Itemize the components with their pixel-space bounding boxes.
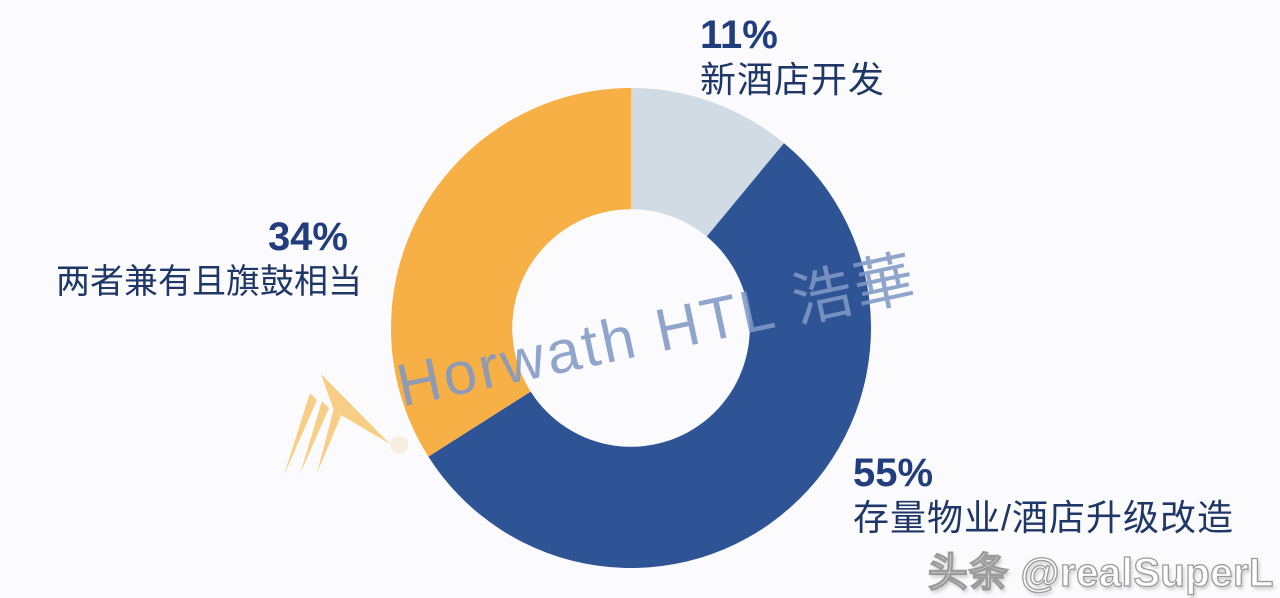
label-new-hotel-pct: 11% [700, 13, 778, 57]
label-existing-upgrade: 55% 存量物业/酒店升级改造 [853, 450, 1234, 540]
donut-chart-svg [390, 88, 872, 569]
donut-slice-1 [428, 143, 872, 569]
label-both-equal: 34% 两者兼有且旗鼓相当 [22, 214, 362, 304]
donut-chart [381, 78, 881, 578]
label-existing-upgrade-pct: 55% [853, 451, 934, 495]
label-new-hotel: 11% 新酒店开发 [700, 12, 885, 102]
credit-watermark: 头条 @realSuperL [927, 550, 1274, 595]
label-both-equal-pct: 34% [267, 215, 348, 259]
donut-slice-0 [631, 88, 784, 237]
donut-slice-2 [390, 88, 631, 457]
label-new-hotel-text: 新酒店开发 [700, 59, 886, 100]
label-both-equal-text: 两者兼有且旗鼓相当 [56, 263, 362, 301]
label-existing-upgrade-text: 存量物业/酒店升级改造 [853, 497, 1235, 538]
